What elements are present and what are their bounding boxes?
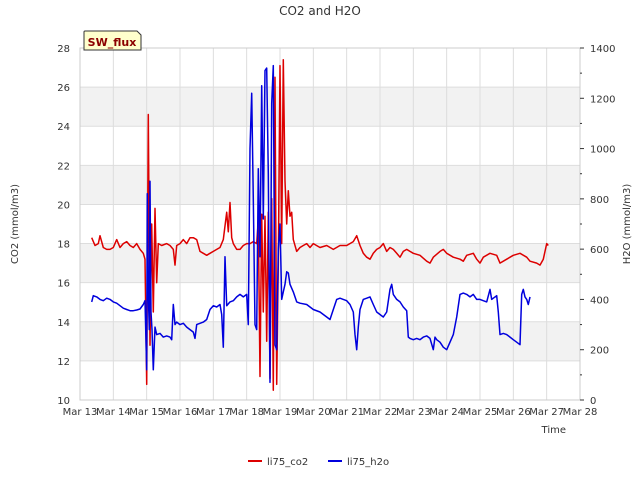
- x-tick-label: Mar 20: [296, 407, 331, 418]
- series-line-li75-co2: [91, 58, 549, 391]
- badge-label: SW_flux: [88, 36, 137, 49]
- y-left-tick-label: 16: [57, 279, 70, 290]
- background-band: [80, 243, 580, 283]
- y-right-tick-label: 1400: [590, 44, 615, 55]
- y-right-tick-label: 1200: [590, 94, 615, 105]
- legend: li75_co2 li75_h2o: [248, 457, 389, 468]
- right-axis-label: H2O (mmol/m3): [622, 184, 633, 265]
- x-tick-label: Mar 25: [463, 407, 498, 418]
- y-right-tick-label: 400: [590, 295, 609, 306]
- x-tick-label: Mar 14: [96, 407, 131, 418]
- series-line-li75-h2o: [90, 64, 531, 384]
- y-left-tick-label: 26: [57, 83, 70, 94]
- left-axis-ticks: 10 12 14 16 18 20 22 24 26 28: [57, 44, 70, 407]
- y-left-tick-label: 24: [57, 122, 70, 133]
- x-tick-label: Mar 17: [196, 407, 231, 418]
- x-tick-label: Mar 21: [329, 407, 364, 418]
- x-tick-label: Mar 15: [129, 407, 164, 418]
- y-right-tick-label: 1000: [590, 145, 615, 156]
- x-tick-label: Mar 26: [496, 407, 531, 418]
- y-left-tick-label: 22: [57, 161, 70, 172]
- legend-label-h2o: li75_h2o: [347, 457, 389, 468]
- chart-title: CO2 and H2O: [279, 4, 361, 18]
- y-left-tick-label: 12: [57, 357, 70, 368]
- x-tick-label: Mar 19: [263, 407, 298, 418]
- background-bands: [80, 87, 580, 361]
- y-left-tick-label: 20: [57, 200, 70, 211]
- x-tick-label: Mar 28: [563, 407, 598, 418]
- y-left-tick-label: 28: [57, 44, 70, 55]
- y-right-tick-label: 800: [590, 195, 609, 206]
- background-band: [80, 165, 580, 205]
- y-left-tick-label: 14: [57, 318, 70, 329]
- y-left-tick-label: 10: [57, 396, 70, 407]
- background-band: [80, 87, 580, 127]
- badge-box: [83, 30, 142, 51]
- y-right-tick-label: 600: [590, 245, 609, 256]
- x-tick-label: Mar 27: [529, 407, 564, 418]
- x-tick-label: Mar 18: [229, 407, 264, 418]
- sw-flux-badge: SW_flux: [83, 30, 142, 51]
- left-axis-label: CO2 (mmol/m3): [10, 184, 21, 264]
- x-tick-label: Mar 22: [363, 407, 398, 418]
- x-tick-label: Mar 24: [429, 407, 464, 418]
- right-axis-ticks: 0 200 400 600 800 1000 1200 1400: [580, 44, 615, 407]
- legend-label-co2: li75_co2: [267, 457, 308, 468]
- background-band: [80, 321, 580, 361]
- x-tick-label: Mar 16: [163, 407, 198, 418]
- y-right-tick-label: 0: [590, 396, 596, 407]
- x-tick-label: Mar 13: [63, 407, 98, 418]
- y-right-tick-label: 200: [590, 346, 609, 357]
- series-layer: [90, 58, 549, 391]
- x-axis-label: Time: [541, 425, 566, 436]
- x-tick-label: Mar 23: [396, 407, 431, 418]
- y-left-tick-label: 18: [57, 240, 70, 251]
